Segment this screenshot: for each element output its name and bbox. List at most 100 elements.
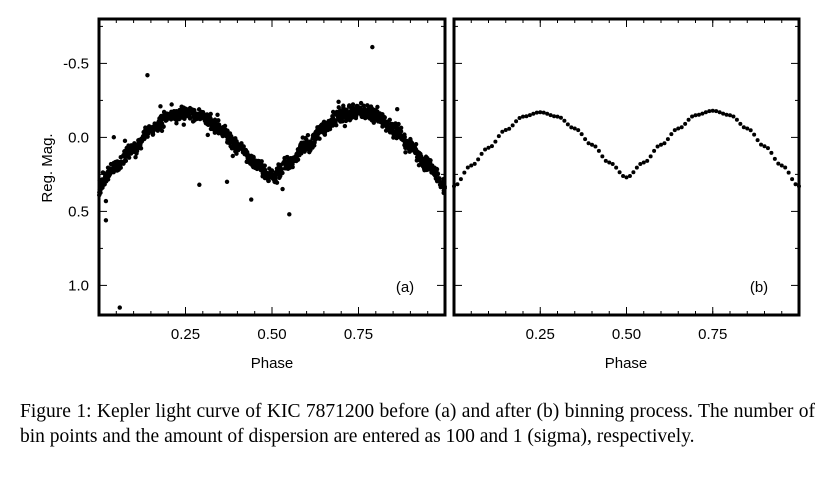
binned-point: [641, 160, 646, 165]
data-point: [383, 128, 389, 133]
data-point: [406, 146, 411, 151]
binned-point: [793, 182, 798, 187]
binned-point: [562, 118, 567, 123]
data-point: [248, 155, 253, 160]
data-point: [114, 168, 120, 173]
data-point: [363, 115, 368, 120]
binned-point: [503, 128, 508, 132]
data-point: [157, 116, 162, 121]
binned-point: [624, 175, 629, 180]
data-point: [97, 190, 102, 195]
data-point: [196, 107, 202, 112]
binned-point: [631, 170, 636, 175]
binned-point: [676, 126, 681, 131]
data-point: [191, 118, 197, 123]
data-point: [105, 165, 111, 170]
binned-point: [679, 125, 684, 130]
data-point: [150, 124, 155, 130]
panel-a-frame: [97, 17, 447, 317]
outlier-point: [103, 198, 109, 204]
data-point: [350, 102, 356, 107]
data-point: [260, 174, 265, 179]
panel-a-points: [97, 44, 447, 310]
data-point: [209, 125, 214, 130]
panel-a: 0.25 0.50 0.75 -0.5 0.0 0.5 1.0 (a) Phase Reg.…: [39, 17, 447, 372]
panel-b-frame: [452, 17, 801, 317]
panel-b-points: [452, 108, 801, 189]
binned-point: [600, 154, 605, 159]
data-point: [393, 128, 399, 133]
data-point: [234, 151, 239, 156]
data-point: [258, 166, 264, 171]
outlier-point: [145, 73, 150, 78]
binned-point: [483, 147, 488, 152]
data-point: [397, 132, 403, 138]
binned-point: [555, 114, 560, 119]
binned-point: [545, 111, 550, 116]
data-point: [236, 147, 242, 152]
data-point: [133, 155, 138, 160]
binned-point: [738, 121, 743, 126]
x-tick-label: 0.50: [257, 326, 286, 343]
binned-point: [607, 160, 612, 165]
panel-a-label: (a): [396, 279, 414, 296]
data-point: [305, 132, 311, 138]
data-point: [287, 162, 293, 167]
data-point: [106, 173, 112, 179]
binned-point: [500, 129, 505, 134]
data-point: [269, 168, 275, 173]
y-tick-label: -0.5: [63, 55, 89, 72]
data-point: [420, 157, 425, 162]
data-point: [112, 165, 117, 170]
data-point: [233, 140, 238, 145]
data-point: [330, 109, 336, 115]
binned-point: [776, 161, 781, 166]
data-point: [282, 160, 287, 165]
data-point: [424, 166, 429, 171]
binned-point: [741, 125, 746, 130]
data-point: [210, 118, 216, 123]
panel-a-ticks: 0.25 0.50 0.75 -0.5 0.0 0.5 1.0: [63, 19, 445, 343]
binned-point: [521, 114, 525, 119]
data-point: [441, 188, 447, 193]
data-point: [208, 111, 213, 117]
data-point: [321, 119, 327, 124]
panel-b-ticks: 0.25 0.50 0.75: [454, 19, 799, 343]
data-point: [320, 125, 325, 130]
data-point: [111, 135, 117, 140]
data-point: [222, 128, 227, 133]
binned-point: [748, 128, 753, 133]
x-tick-label: 0.50: [612, 326, 641, 343]
binned-point: [552, 114, 557, 119]
binned-point: [707, 109, 712, 114]
data-point: [251, 159, 256, 165]
binned-point: [728, 113, 732, 118]
data-point: [361, 103, 366, 108]
data-point: [282, 155, 287, 161]
data-point: [389, 129, 394, 135]
panel-b-xlabel: Phase: [605, 355, 648, 372]
data-point: [399, 136, 405, 142]
y-tick-label: 0.5: [68, 203, 89, 220]
binned-point: [593, 144, 598, 149]
data-point: [143, 125, 149, 131]
data-point: [241, 144, 246, 149]
binned-point: [558, 115, 563, 120]
binned-point: [514, 119, 519, 124]
data-point: [441, 176, 446, 182]
data-point: [152, 121, 157, 126]
data-point: [365, 103, 370, 108]
binned-point: [693, 113, 698, 118]
binned-point: [534, 110, 539, 115]
data-point: [243, 147, 249, 153]
x-tick-label: 0.25: [526, 326, 555, 343]
data-point: [174, 117, 180, 122]
binned-point: [541, 110, 546, 115]
data-point: [333, 119, 338, 125]
data-point: [206, 122, 211, 127]
binned-point: [714, 109, 719, 114]
data-point: [341, 105, 346, 110]
binned-point: [524, 114, 529, 119]
binned-point: [762, 144, 767, 149]
binned-point: [627, 173, 632, 178]
